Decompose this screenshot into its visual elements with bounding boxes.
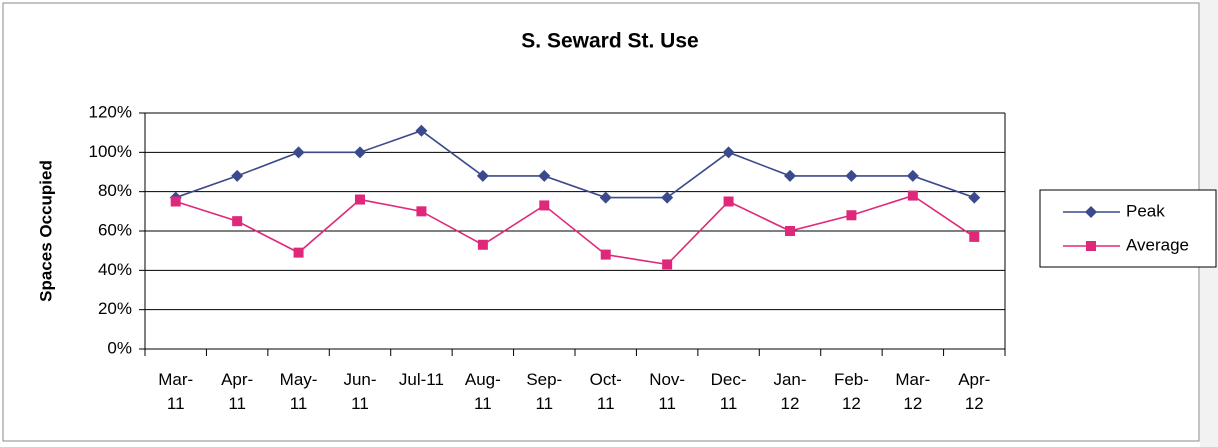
- peak-marker: [231, 169, 244, 182]
- average-marker: [723, 196, 734, 207]
- peak-marker: [476, 169, 489, 182]
- peak-marker: [354, 146, 366, 159]
- average-marker: [662, 259, 673, 270]
- average-marker: [355, 194, 365, 205]
- y-tick-label: 20%: [98, 299, 132, 318]
- x-tick-label: Jun-11: [343, 370, 377, 413]
- average-marker: [600, 249, 611, 260]
- peak-marker: [538, 169, 551, 182]
- y-tick-label: 120%: [89, 102, 132, 121]
- peak-marker: [415, 124, 428, 137]
- average-marker: [539, 200, 550, 211]
- y-tick-label: 0%: [107, 338, 132, 357]
- x-tick-label: Mar-11: [158, 370, 194, 413]
- average-marker: [293, 247, 304, 258]
- x-tick-label: Jul-11: [398, 370, 444, 389]
- peak-marker: [906, 169, 919, 182]
- y-tick-label: 100%: [89, 142, 132, 161]
- chart-frame: [2, 2, 1200, 442]
- legend-label: Peak: [1126, 201, 1165, 220]
- average-marker: [969, 231, 980, 242]
- peak-marker: [845, 169, 858, 182]
- average-marker: [785, 226, 795, 236]
- average-marker: [907, 190, 918, 201]
- peak-marker: [661, 191, 674, 204]
- average-marker: [477, 239, 488, 250]
- peak-marker: [784, 169, 796, 182]
- average-marker: [232, 216, 243, 227]
- x-tick-label: Oct-11: [589, 370, 622, 413]
- y-tick-label: 80%: [98, 181, 132, 200]
- x-tick-label: May-11: [279, 370, 318, 413]
- legend-box: [1039, 189, 1217, 268]
- y-tick-label: 60%: [98, 220, 132, 239]
- x-tick-label: Feb-12: [833, 370, 869, 413]
- peak-marker: [292, 146, 305, 159]
- average-marker: [170, 196, 181, 207]
- y-axis-label: Spaces Occupied: [36, 160, 55, 302]
- average-marker: [416, 206, 427, 217]
- peak-marker: [968, 191, 981, 204]
- x-tick-label: Mar-12: [895, 370, 931, 413]
- peak-marker: [599, 191, 612, 204]
- x-tick-label: Jan-12: [773, 370, 807, 413]
- x-tick-label: Aug-11: [464, 370, 501, 413]
- x-tick-label: Nov-11: [649, 370, 686, 413]
- average-marker: [846, 210, 857, 221]
- peak-marker: [1085, 206, 1097, 218]
- series-line: [175, 129, 975, 199]
- peak-marker: [722, 146, 735, 159]
- y-tick-label: 40%: [98, 260, 132, 279]
- x-tick-label: Sep-11: [526, 370, 563, 413]
- x-tick-label: Dec-11: [710, 370, 747, 413]
- legend-label: Average: [1126, 235, 1189, 254]
- average-marker: [1086, 241, 1096, 251]
- chart-title: S. Seward St. Use: [521, 30, 698, 53]
- x-tick-label: Apr-12: [958, 370, 991, 413]
- series-line: [175, 194, 975, 266]
- x-tick-label: Apr-11: [221, 370, 254, 413]
